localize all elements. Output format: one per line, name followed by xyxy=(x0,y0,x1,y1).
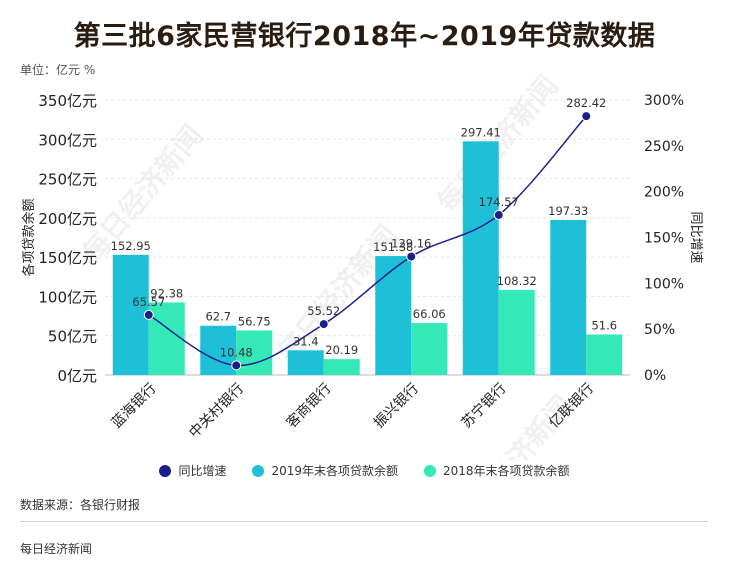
growth-point xyxy=(581,111,592,122)
data-label-2019: 152.95 xyxy=(111,239,151,253)
legend-2019-label: 2019年末各项贷款余额 xyxy=(271,464,398,478)
y2-tick-label: 50% xyxy=(644,322,675,338)
x-tick-label: 中关村银行 xyxy=(186,381,247,442)
bar-2018 xyxy=(586,334,623,375)
data-label-2019: 151.38 xyxy=(373,240,413,254)
unit-label: 单位：亿元 % xyxy=(20,63,96,77)
legend-item-2018[interactable]: 2018年末各项贷款余额 xyxy=(424,462,570,479)
growth-point xyxy=(143,309,154,320)
growth-label: 10.48 xyxy=(220,345,253,359)
combo-chart: 每日经济新闻每日经济新闻每日经济新闻每日经济新闻0亿元50亿元100亿元150亿… xyxy=(21,69,703,460)
bar-2019 xyxy=(550,219,587,375)
divider xyxy=(20,521,708,522)
legend: 同比增速 2019年末各项贷款余额 2018年末各项贷款余额 xyxy=(0,462,729,479)
y-axis-title: 各项贷款余额 xyxy=(21,198,37,276)
growth-point xyxy=(231,360,242,371)
data-label-2018: 51.6 xyxy=(591,318,617,332)
data-label-2019: 62.7 xyxy=(205,310,231,324)
y-tick-label: 0亿元 xyxy=(57,367,97,385)
chart-title: 第三批6家民营银行2018年~2019年贷款数据 xyxy=(73,21,656,52)
bar-2019 xyxy=(462,141,499,375)
y2-tick-label: 250% xyxy=(644,139,684,155)
growth-point xyxy=(318,319,329,330)
y2-tick-label: 0% xyxy=(644,368,666,384)
bar-2019 xyxy=(287,350,324,375)
growth-label: 282.42 xyxy=(566,96,606,110)
y-tick-label: 300亿元 xyxy=(38,131,97,149)
legend-2019-marker xyxy=(252,464,265,477)
data-label-2018: 20.19 xyxy=(325,343,358,357)
data-label-2019: 197.33 xyxy=(548,204,588,218)
legend-item-growth[interactable]: 同比增速 xyxy=(159,462,226,479)
bar-2018 xyxy=(498,289,535,375)
y-tick-label: 250亿元 xyxy=(38,171,97,189)
y2-axis-title: 同比增速 xyxy=(688,211,703,263)
x-tick-label: 客商银行 xyxy=(283,380,335,432)
growth-label: 65.57 xyxy=(132,295,165,309)
growth-point xyxy=(406,251,417,262)
growth-label: 129.16 xyxy=(391,237,431,251)
y-tick-label: 150亿元 xyxy=(38,249,97,267)
y2-tick-label: 200% xyxy=(644,185,684,201)
x-tick-label: 苏宁银行 xyxy=(458,380,510,432)
bar-2019 xyxy=(112,254,149,375)
y-tick-label: 350亿元 xyxy=(38,92,97,110)
data-label-2018: 108.32 xyxy=(497,274,537,288)
bar-2019 xyxy=(375,256,412,375)
bar-2019 xyxy=(200,325,237,375)
x-tick-label: 振兴银行 xyxy=(371,381,422,432)
legend-item-2019[interactable]: 2019年末各项贷款余额 xyxy=(252,462,398,479)
y2-tick-label: 300% xyxy=(644,93,684,109)
growth-label: 174.57 xyxy=(479,195,519,209)
y2-tick-label: 100% xyxy=(644,276,684,292)
data-label-2018: 56.75 xyxy=(238,314,271,328)
growth-point xyxy=(493,209,504,220)
bar-2018 xyxy=(148,302,185,375)
legend-2018-marker xyxy=(424,464,436,477)
data-label-2018: 92.38 xyxy=(150,286,183,300)
y-tick-label: 100亿元 xyxy=(38,288,97,306)
data-label-2018: 66.06 xyxy=(413,307,446,321)
growth-label: 55.52 xyxy=(307,304,340,318)
data-label-2019: 31.4 xyxy=(293,334,319,348)
footer-brand: 每日经济新闻 xyxy=(20,542,93,556)
x-tick-label: 蓝海银行 xyxy=(109,381,160,432)
y-tick-label: 200亿元 xyxy=(38,210,97,228)
bar-2018 xyxy=(411,323,448,375)
legend-growth-marker xyxy=(159,464,172,477)
growth-line xyxy=(148,115,587,367)
legend-2018-label: 2018年末各项贷款余额 xyxy=(443,464,570,478)
legend-growth-label: 同比增速 xyxy=(178,464,227,478)
y2-tick-label: 150% xyxy=(644,231,684,247)
bar-2018 xyxy=(236,330,273,375)
data-label-2019: 297.41 xyxy=(461,125,501,139)
y-tick-label: 50亿元 xyxy=(48,328,97,346)
bar-2018 xyxy=(323,359,360,375)
data-source: 数据来源：各银行财报 xyxy=(20,498,141,512)
